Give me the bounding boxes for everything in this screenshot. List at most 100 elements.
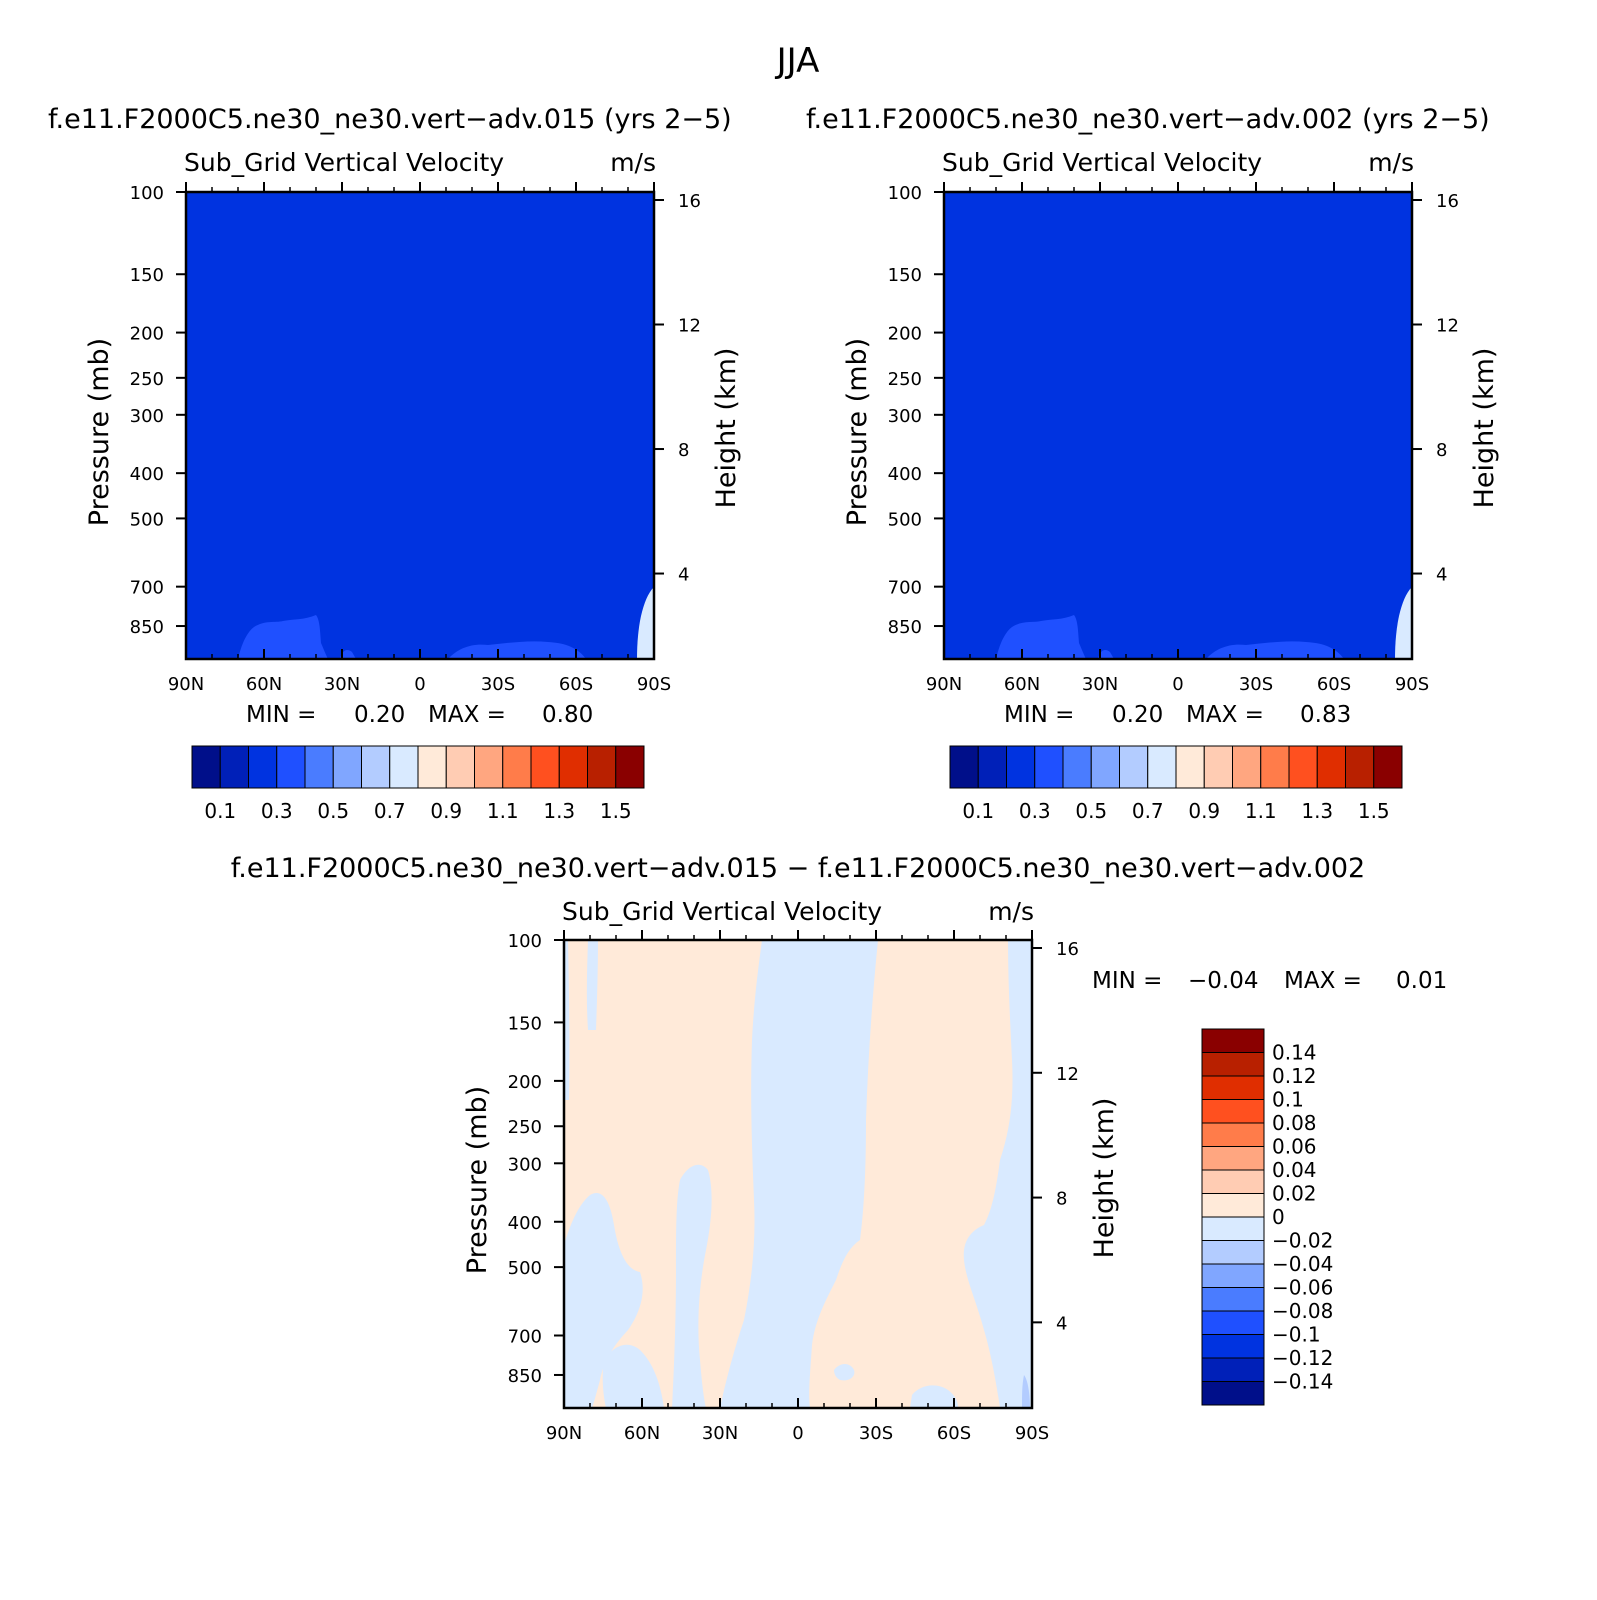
x-tick-label: 60S bbox=[1317, 674, 1351, 695]
y-tick-label: 300 bbox=[130, 406, 164, 427]
contour-region bbox=[564, 940, 570, 1100]
colorbar-box bbox=[332, 745, 362, 789]
colorbar-label: −0.04 bbox=[1272, 1252, 1333, 1276]
max-value: 0.80 bbox=[542, 702, 593, 728]
colorbar-box bbox=[417, 745, 447, 789]
colorbar-box bbox=[1201, 1052, 1265, 1077]
contour-region bbox=[340, 650, 356, 659]
axes: 90N 60N 30N 0 30S 60S 90S 100 150 200 250 300 400 500… bbox=[130, 182, 701, 695]
colorbar-label: 1.3 bbox=[1301, 799, 1333, 823]
colorbar-label: 0.02 bbox=[1272, 1182, 1317, 1206]
x-tick-label: 60N bbox=[246, 674, 282, 695]
y-tick-label: 300 bbox=[508, 1154, 542, 1175]
x-tick-label: 60S bbox=[559, 674, 593, 695]
field-background bbox=[944, 192, 1412, 659]
max-label: MAX = bbox=[428, 702, 506, 728]
y-tick-label: 250 bbox=[888, 369, 922, 390]
colorbar-box bbox=[1034, 745, 1064, 789]
colorbar-box bbox=[1201, 1334, 1265, 1359]
colorbar-label: 1.5 bbox=[1358, 799, 1390, 823]
y-right-axis-title: Height (km) bbox=[1469, 348, 1500, 509]
y-tick-label: 150 bbox=[888, 265, 922, 286]
colorbar-label: −0.12 bbox=[1272, 1346, 1333, 1370]
y-tick-label: 850 bbox=[508, 1366, 542, 1387]
colorbar-label: 1.1 bbox=[487, 799, 519, 823]
x-tick-label: 90N bbox=[546, 1423, 582, 1444]
contour-region bbox=[1206, 641, 1344, 659]
axes: 90N 60N 30N 0 30S 60S 90S 100 150 200 250 300 400 500… bbox=[888, 182, 1459, 695]
y-tick-label: 700 bbox=[130, 578, 164, 599]
colorbar-box bbox=[530, 745, 560, 789]
axes: 90N 60N 30N 0 30S 60S 90S 100 150 200 250 300 400 500… bbox=[508, 930, 1079, 1444]
y-tick-label: 500 bbox=[508, 1258, 542, 1279]
y-right-tick-label: 12 bbox=[1436, 316, 1459, 337]
x-tick-label: 0 bbox=[414, 674, 425, 695]
colorbar-box bbox=[1201, 1381, 1265, 1406]
colorbar-box bbox=[191, 745, 221, 789]
contour-region bbox=[564, 1193, 643, 1408]
x-tick-label: 90N bbox=[168, 674, 204, 695]
max-value: 0.01 bbox=[1396, 968, 1447, 994]
case-title: f.e11.F2000C5.ne30_ne30.vert−adv.015 − f… bbox=[231, 853, 1366, 884]
y-axis-title: Pressure (mb) bbox=[84, 338, 115, 526]
y-tick-label: 200 bbox=[888, 324, 922, 345]
colorbar: −0.14−0.12−0.1−0.08−0.06−0.04−0.0200.020… bbox=[1201, 1028, 1333, 1406]
colorbar-label: 0.04 bbox=[1272, 1158, 1317, 1182]
y-axis-title: Pressure (mb) bbox=[842, 338, 873, 526]
min-label: MIN = bbox=[1004, 702, 1074, 728]
colorbar-label: −0.14 bbox=[1272, 1370, 1333, 1394]
colorbar-box bbox=[1316, 745, 1346, 789]
colorbar-label: 0.1 bbox=[204, 799, 236, 823]
colorbar-label: 0.9 bbox=[430, 799, 462, 823]
colorbar-box bbox=[502, 745, 532, 789]
colorbar-box bbox=[1090, 745, 1120, 789]
contour-region bbox=[672, 1164, 712, 1408]
variable-label: Sub_Grid Vertical Velocity bbox=[184, 148, 504, 177]
colorbar-box bbox=[1201, 1263, 1265, 1288]
colorbar-box bbox=[977, 745, 1007, 789]
colorbar: 0.1 0.3 0.5 0.7 0.9 1.1 1.3 1.5 bbox=[191, 745, 645, 823]
colorbar-box bbox=[445, 745, 475, 789]
contour-region bbox=[637, 587, 654, 659]
units-label: m/s bbox=[1368, 148, 1414, 177]
variable-label: Sub_Grid Vertical Velocity bbox=[562, 897, 882, 926]
y-tick-label: 850 bbox=[888, 617, 922, 638]
min-label: MIN = bbox=[246, 702, 316, 728]
field-background bbox=[186, 192, 654, 659]
colorbar-box bbox=[1201, 1075, 1265, 1100]
contour-region bbox=[586, 940, 598, 1030]
contour-region bbox=[963, 940, 1032, 1408]
colorbar-box bbox=[1062, 745, 1092, 789]
colorbar-box bbox=[1006, 745, 1036, 789]
contour-region bbox=[910, 1385, 958, 1408]
colorbar-box bbox=[1201, 1028, 1265, 1053]
y-tick-label: 400 bbox=[508, 1213, 542, 1234]
colorbar-box bbox=[361, 745, 391, 789]
colorbar-label: 0.12 bbox=[1272, 1064, 1317, 1088]
contour-region bbox=[1098, 650, 1114, 659]
y-right-tick-label: 8 bbox=[678, 440, 689, 461]
case-title: f.e11.F2000C5.ne30_ne30.vert−adv.002 (yr… bbox=[806, 104, 1490, 135]
colorbar-label: 0.1 bbox=[1272, 1088, 1304, 1112]
colorbar-label: 0.3 bbox=[1019, 799, 1051, 823]
colorbar-box bbox=[587, 745, 617, 789]
colorbar-label: −0.02 bbox=[1272, 1229, 1333, 1253]
colorbar-box bbox=[1201, 1240, 1265, 1265]
contour-region bbox=[720, 940, 878, 1408]
colorbar-box bbox=[1373, 745, 1403, 789]
colorbar-box bbox=[219, 745, 249, 789]
colorbar-box bbox=[1201, 1287, 1265, 1312]
colorbar-box bbox=[1201, 1122, 1265, 1147]
y-tick-label: 150 bbox=[508, 1013, 542, 1034]
y-right-tick-label: 12 bbox=[1056, 1064, 1079, 1085]
colorbar-label: 1.1 bbox=[1245, 799, 1277, 823]
colorbar-label: 0.5 bbox=[1075, 799, 1107, 823]
colorbar-box bbox=[1232, 745, 1262, 789]
colorbar-box bbox=[474, 745, 504, 789]
y-tick-label: 100 bbox=[130, 183, 164, 204]
y-right-tick-label: 16 bbox=[1056, 939, 1079, 960]
colorbar-box bbox=[1288, 745, 1318, 789]
y-tick-label: 400 bbox=[130, 464, 164, 485]
panel-difference: f.e11.F2000C5.ne30_ne30.vert−adv.015 − f… bbox=[231, 853, 1447, 1444]
